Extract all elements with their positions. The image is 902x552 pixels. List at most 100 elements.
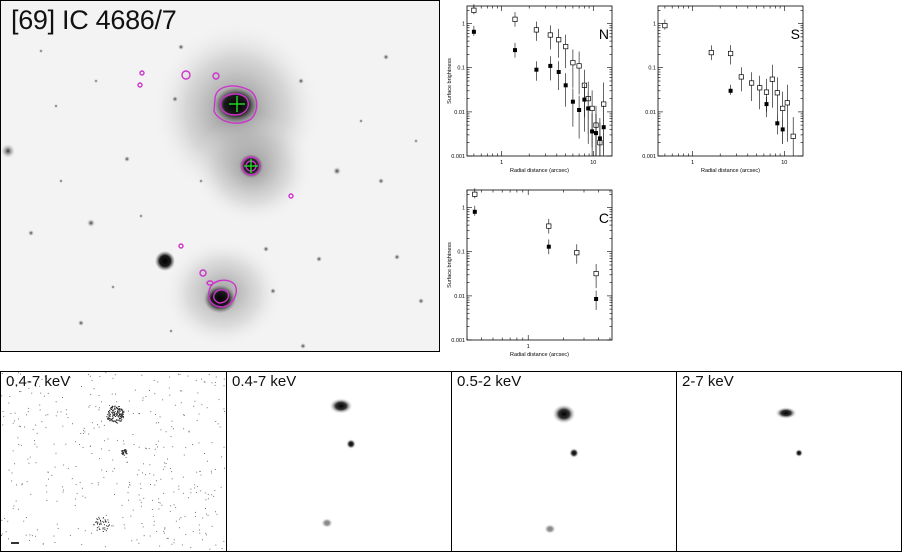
optical-image: [1, 21, 424, 349]
panel-label: S: [791, 26, 800, 42]
x-axis-label: Radial distance (arcsec): [510, 352, 569, 358]
y-tick-label: 1: [462, 206, 465, 212]
data-point: [769, 76, 775, 82]
y-tick-label: 0.01: [645, 110, 656, 116]
data-point: [774, 90, 780, 96]
series-filled: [472, 205, 599, 310]
data-point: [708, 50, 714, 56]
xray-image-strip: 0.4-7 keV 0.4-7 keV 0.5-2 keV 2-7 keV: [0, 371, 902, 552]
data-point: [662, 23, 668, 29]
data-point: [775, 121, 780, 126]
data-point: [738, 74, 744, 80]
data-point: [563, 44, 569, 50]
data-point: [533, 27, 539, 33]
y-tick-label: 0.1: [457, 66, 465, 72]
xray-panel-hard: 2-7 keV: [677, 372, 901, 551]
profile-chart-c: 0.001 0.01 0.1 1 1 Radial distance (arcsec) Su…: [447, 188, 613, 358]
data-point: [546, 244, 551, 249]
data-point: [749, 80, 755, 86]
data-point: [784, 100, 790, 106]
nucleus-markers: [229, 96, 258, 173]
y-tick-label: 0.1: [457, 250, 465, 256]
series-open: [472, 188, 599, 289]
data-point: [513, 48, 517, 53]
xray-panel-smoothed-full: 0.4-7 keV: [227, 372, 452, 551]
series-open: [471, 4, 607, 156]
data-point: [594, 297, 599, 301]
data-point: [570, 99, 575, 104]
data-point: [471, 29, 476, 34]
data-point: [576, 63, 582, 69]
data-point: [582, 97, 587, 102]
y-tick-label: 1: [653, 22, 656, 28]
y-tick-label: 0.001: [451, 154, 465, 160]
x-tick-label: 1: [500, 160, 503, 166]
data-point: [728, 50, 734, 57]
xray-band-label: 0.4-7 keV: [6, 373, 71, 390]
series-filled: [728, 84, 785, 144]
data-point: [764, 102, 769, 107]
data-point: [547, 32, 553, 38]
data-point: [763, 89, 770, 95]
y-tick-label: 0.01: [454, 110, 465, 116]
xray-panel-soft: 0.5-2 keV: [452, 372, 677, 551]
xray-events: [1, 372, 225, 550]
x-tick-label: 1: [691, 160, 694, 166]
y-axis-label: Surface brightness: [447, 242, 453, 288]
xray-hard-image: [775, 407, 803, 457]
series-open: [662, 19, 796, 156]
data-point: [472, 209, 477, 214]
x-tick-label: 1: [527, 344, 530, 350]
profile-chart-s: 0.001 0.01 0.1 1 1 10 Radial distance (arcsec)…: [642, 5, 804, 174]
profile-chart-n: 0.001 0.01 0.1 1 1 10 Radial distance (arcsec)…: [447, 4, 613, 174]
plot-frame: [466, 5, 613, 157]
data-point: [589, 105, 595, 111]
field-stars: [1, 44, 424, 349]
data-point: [780, 105, 786, 111]
data-point: [512, 16, 518, 22]
axis-ticks: [467, 6, 612, 157]
data-point: [780, 127, 785, 132]
y-axis-label: Surface brightness: [447, 58, 453, 104]
xray-band-label: 0.5-2 keV: [457, 373, 522, 390]
data-point: [548, 63, 553, 68]
x-axis-label: Radial distance (arcsec): [510, 168, 569, 174]
xray-band-label: 2-7 keV: [682, 373, 734, 390]
panel-label: N: [599, 26, 609, 42]
data-point: [471, 7, 477, 13]
optical-image-panel: [69] IC 4686/7: [0, 0, 440, 352]
xray-smoothed-image: [321, 398, 356, 528]
data-point: [594, 131, 598, 136]
y-tick-label: 0.001: [642, 154, 656, 160]
series-filled: [471, 25, 606, 156]
data-point: [577, 108, 582, 112]
plot-frame: [466, 189, 613, 341]
panel-label: C: [599, 210, 609, 226]
data-point: [728, 88, 733, 93]
object-title: [69] IC 4686/7: [11, 5, 177, 35]
plot-frame: [657, 5, 804, 157]
data-point: [546, 223, 552, 229]
y-tick-label: 1: [462, 22, 465, 28]
data-point: [597, 136, 602, 141]
y-tick-label: 0.01: [454, 294, 465, 300]
data-point: [601, 125, 606, 130]
data-point: [534, 67, 539, 72]
axis-ticks: [466, 190, 612, 341]
xray-panel-raw: 0.4-7 keV: [1, 372, 227, 551]
x-tick-label: 10: [781, 160, 787, 166]
xray-band-label: 0.4-7 keV: [232, 373, 297, 390]
x-axis-label: Radial distance (arcsec): [701, 168, 760, 174]
data-point: [757, 85, 763, 91]
xray-raw-image: [1, 372, 225, 550]
data-point: [472, 191, 478, 197]
data-point: [570, 60, 576, 66]
data-point: [590, 129, 595, 134]
data-point: [790, 133, 796, 139]
y-tick-label: 0.1: [648, 66, 656, 72]
data-point: [556, 37, 562, 43]
data-point: [563, 83, 568, 88]
data-point: [586, 106, 591, 111]
x-tick-label: 10: [590, 160, 596, 166]
xray-soft-image: [544, 404, 579, 534]
